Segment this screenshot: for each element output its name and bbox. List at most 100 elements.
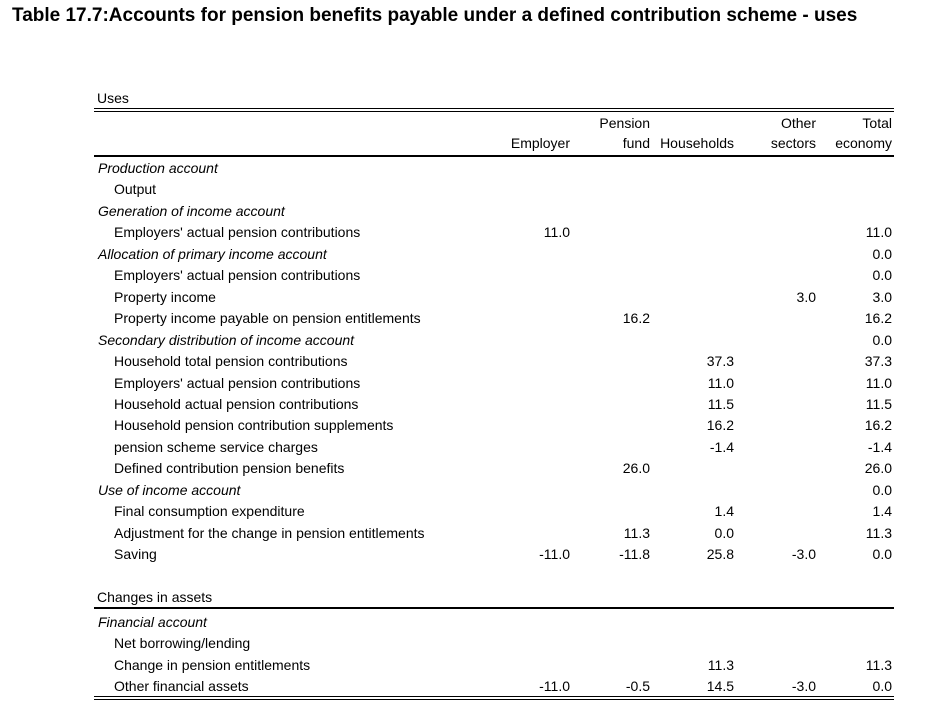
households-value: 14.5 xyxy=(706,678,734,695)
table-row: Employers' actual pension contributions 1… xyxy=(0,373,937,394)
row-label: Employers' actual pension contributions xyxy=(114,224,361,241)
pension-fund-value: 26.0 xyxy=(622,460,650,477)
households-value: 11.5 xyxy=(707,395,734,412)
account-heading-row: Generation of income account xyxy=(0,201,937,222)
row-label: Production account xyxy=(98,160,218,176)
other-sectors-value: -3.0 xyxy=(791,678,816,695)
changes-section-label: Changes in assets xyxy=(97,589,213,605)
total-economy-value: 0.0 xyxy=(872,245,892,262)
row-label: Adjustment for the change in pension ent… xyxy=(114,524,425,541)
households-value: 25.8 xyxy=(706,546,734,563)
households-value: 16.2 xyxy=(706,417,734,434)
header-rule xyxy=(94,155,894,157)
table-row: Household pension contribution supplemen… xyxy=(0,415,937,436)
table-row: Adjustment for the change in pension ent… xyxy=(0,523,937,544)
bottom-rule-2 xyxy=(94,699,894,700)
row-label: Change in pension entitlements xyxy=(114,656,311,673)
row-label: Financial account xyxy=(98,614,207,630)
total-economy-value: 11.0 xyxy=(865,224,892,241)
col-employer: Employer xyxy=(510,135,570,151)
employer-value: -11.0 xyxy=(539,546,570,563)
total-economy-value: 0.0 xyxy=(872,546,892,563)
total-economy-value: 0.0 xyxy=(872,481,892,498)
row-label: Secondary distribution of income account xyxy=(98,331,355,348)
table-title: Table 17.7:Accounts for pension benefits… xyxy=(12,5,858,26)
table-row: Property income 3.0 3.0 xyxy=(0,287,937,308)
table-row: Other financial assets -11.0 -0.5 14.5 -3.0 0… xyxy=(0,676,937,697)
table-row: Net borrowing/lending xyxy=(0,633,937,654)
total-economy-value: 11.0 xyxy=(865,374,892,391)
pension-fund-value: 11.3 xyxy=(623,524,650,541)
col-total-line1: Total xyxy=(862,115,892,131)
table-row: Change in pension entitlements 11.3 11.3 xyxy=(0,655,937,676)
table-row: Property income payable on pension entit… xyxy=(0,308,937,329)
table-row: Final consumption expenditure 1.4 1.4 xyxy=(0,501,937,522)
row-label: Employers' actual pension contributions xyxy=(114,374,361,391)
row-label: Net borrowing/lending xyxy=(114,635,251,652)
table-row: Defined contribution pension benefits 26.… xyxy=(0,458,937,479)
households-value: 0.0 xyxy=(714,524,734,541)
row-label: pension scheme service charges xyxy=(114,438,318,455)
households-value: -1.4 xyxy=(709,438,734,455)
col-total-line2: economy xyxy=(835,135,892,151)
households-value: 11.0 xyxy=(707,374,734,391)
row-label: Saving xyxy=(114,546,157,563)
bottom-rule xyxy=(94,696,894,697)
total-economy-value: 11.3 xyxy=(865,656,892,673)
changes-rule xyxy=(94,607,894,609)
pension-fund-value: -11.8 xyxy=(619,546,650,563)
pension-fund-value: 16.2 xyxy=(622,310,650,327)
total-economy-value: -1.4 xyxy=(867,438,892,455)
row-label: Use of income account xyxy=(98,481,241,498)
households-value: 37.3 xyxy=(706,353,734,370)
row-label: Household actual pension contributions xyxy=(114,395,359,412)
employer-value: 11.0 xyxy=(543,224,570,241)
total-economy-value: 0.0 xyxy=(872,331,892,348)
total-economy-value: 26.0 xyxy=(864,460,892,477)
top-rule xyxy=(94,108,894,109)
total-economy-value: 11.5 xyxy=(865,395,892,412)
row-label: Property income xyxy=(114,288,216,305)
col-other-line2: sectors xyxy=(770,135,816,151)
col-other-line1: Other xyxy=(780,115,816,131)
row-label: Household total pension contributions xyxy=(114,353,348,370)
other-sectors-value: -3.0 xyxy=(791,546,816,563)
total-economy-value: 16.2 xyxy=(864,310,892,327)
total-economy-value: 3.0 xyxy=(872,288,892,305)
account-heading-row: Secondary distribution of income account… xyxy=(0,330,937,351)
total-economy-value: 11.3 xyxy=(865,524,892,541)
top-rule-2 xyxy=(94,111,894,112)
total-economy-value: 0.0 xyxy=(872,678,892,695)
account-heading-row: Financial account xyxy=(0,612,937,633)
col-pension-line2: fund xyxy=(622,135,650,151)
households-value: 11.3 xyxy=(707,656,734,673)
table-row: Saving -11.0 -11.8 25.8 -3.0 0.0 xyxy=(0,544,937,565)
col-pension-line1: Pension xyxy=(599,115,650,131)
table-row: pension scheme service charges -1.4 -1.4 xyxy=(0,437,937,458)
row-label: Property income payable on pension entit… xyxy=(114,310,421,327)
table-row: Employers' actual pension contributions 1… xyxy=(0,222,937,243)
pension-fund-value: -0.5 xyxy=(625,678,650,695)
row-label: Allocation of primary income account xyxy=(98,245,327,262)
table-row: Household actual pension contributions 11… xyxy=(0,394,937,415)
uses-section-label: Uses xyxy=(97,90,129,106)
account-heading-row: Use of income account 0.0 xyxy=(0,480,937,501)
table-row: Output xyxy=(0,179,937,200)
row-label: Generation of income account xyxy=(98,202,285,219)
households-value: 1.4 xyxy=(714,503,734,520)
account-heading-row: Allocation of primary income account 0.0 xyxy=(0,244,937,265)
row-label: Output xyxy=(114,181,157,198)
total-economy-value: 37.3 xyxy=(864,353,892,370)
row-label: Final consumption expenditure xyxy=(114,503,305,520)
total-economy-value: 1.4 xyxy=(872,503,892,520)
row-label: Other financial assets xyxy=(114,678,249,695)
other-sectors-value: 3.0 xyxy=(796,288,816,305)
table-row: Employers' actual pension contributions 0… xyxy=(0,265,937,286)
account-heading-row: Production account xyxy=(0,158,937,179)
col-households: Households xyxy=(660,135,734,151)
row-label: Employers' actual pension contributions xyxy=(114,267,361,284)
table-row: Household total pension contributions 37.… xyxy=(0,351,937,372)
row-label: Household pension contribution supplemen… xyxy=(114,417,394,434)
total-economy-value: 0.0 xyxy=(872,267,892,284)
total-economy-value: 16.2 xyxy=(864,417,892,434)
